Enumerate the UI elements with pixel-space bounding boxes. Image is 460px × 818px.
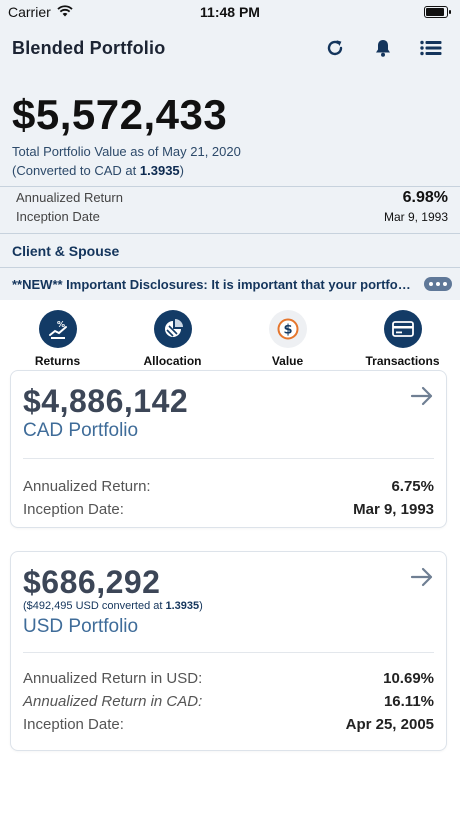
bell-icon[interactable]: [372, 37, 394, 59]
nav-allocation-label: Allocation: [143, 354, 202, 368]
status-left: Carrier: [8, 4, 73, 20]
annualized-return-row: Annualized Return 6.98%: [16, 189, 448, 209]
usd-note-rate: 1.3935: [165, 600, 200, 612]
cad-portfolio-card[interactable]: $4,886,142 CAD Portfolio Annualized Retu…: [10, 370, 447, 528]
usd-portfolio-amount: $686,292: [23, 564, 161, 600]
portfolio-summary-section: Blended Portfolio $5,572,433 Total Portf…: [0, 24, 460, 300]
credit-card-icon[interactable]: [383, 310, 422, 348]
nav-transactions-label: Transactions: [365, 354, 440, 368]
nav-transactions[interactable]: Transactions: [353, 310, 453, 374]
status-bar: Carrier 11:48 PM: [0, 0, 460, 24]
cad-card-top: $4,886,142 CAD Portfolio: [11, 371, 446, 442]
as-of-text: Total Portfolio Value as of May 21, 2020: [12, 144, 241, 159]
usd-return-usd-value: 10.69%: [383, 670, 434, 687]
battery-fill: [426, 8, 444, 16]
usd-return-usd-row: Annualized Return in USD: 10.69%: [11, 667, 446, 690]
carrier-label: Carrier: [8, 4, 51, 20]
cad-portfolio-amount: $4,886,142: [23, 383, 189, 419]
usd-inception-date-value: Apr 25, 2005: [345, 716, 434, 733]
usd-return-cad-label: Annualized Return in CAD:: [23, 693, 203, 710]
app-header: Blended Portfolio: [0, 24, 460, 72]
usd-return-cad-value: 16.11%: [383, 693, 434, 710]
battery-icon: [424, 6, 451, 18]
converted-prefix: (Converted to CAD at: [12, 163, 140, 178]
usd-portfolio-card[interactable]: $686,292 ($492,495 USD converted at 1.39…: [10, 551, 447, 751]
portfolio-hero: $5,572,433 Total Portfolio Value as of M…: [0, 72, 460, 180]
wifi-icon: [57, 4, 73, 20]
header-actions: [324, 37, 448, 59]
cad-inception-date-value: Mar 9, 1993: [353, 501, 434, 518]
nav-value-label: Value: [271, 354, 304, 368]
usd-portfolio-title: USD Portfolio: [23, 616, 139, 637]
cad-inception-date-row: Inception Date: Mar 9, 1993: [11, 498, 446, 521]
annualized-return-value: 6.98%: [402, 189, 448, 206]
nav-returns-label: Returns: [34, 354, 81, 368]
cad-annualized-return-row: Annualized Return: 6.75%: [11, 475, 446, 498]
total-portfolio-value: $5,572,433: [12, 91, 228, 138]
inception-date-value: Mar 9, 1993: [383, 210, 448, 224]
nav-returns[interactable]: % Returns: [8, 310, 108, 374]
dollar-coin-icon[interactable]: $: [268, 310, 307, 348]
usd-note-suffix: ): [199, 600, 203, 612]
arrow-right-icon[interactable]: [410, 385, 434, 412]
annualized-return-label: Annualized Return: [16, 190, 123, 205]
cad-inception-date-label: Inception Date:: [23, 501, 124, 518]
cad-portfolio-title: CAD Portfolio: [23, 420, 139, 441]
converted-note: (Converted to CAD at 1.3935): [12, 161, 448, 180]
allocation-pie-icon[interactable]: [153, 310, 192, 348]
usd-inception-date-row: Inception Date: Apr 25, 2005: [11, 713, 446, 736]
cad-card-divider: [23, 458, 434, 459]
usd-card-top: $686,292 ($492,495 USD converted at 1.39…: [11, 552, 446, 638]
usd-inception-date-label: Inception Date:: [23, 716, 124, 733]
usd-return-cad-row: Annualized Return in CAD: 16.11%: [11, 690, 446, 713]
returns-icon[interactable]: %: [38, 310, 77, 348]
usd-card-divider: [23, 652, 434, 653]
converted-suffix: ): [179, 163, 184, 178]
page-title: Blended Portfolio: [12, 37, 166, 58]
usd-conversion-note: ($492,495 USD converted at 1.3935): [23, 600, 434, 612]
quick-nav: % Returns Allocation $ Value Transaction…: [0, 300, 460, 374]
usd-return-usd-label: Annualized Return in USD:: [23, 670, 203, 687]
arrow-right-icon[interactable]: [410, 566, 434, 593]
more-dots-icon[interactable]: [424, 277, 452, 291]
inception-date-label: Inception Date: [16, 209, 100, 224]
cad-annualized-return-value: 6.75%: [391, 478, 434, 495]
nav-allocation[interactable]: Allocation: [123, 310, 223, 374]
converted-rate: 1.3935: [139, 163, 180, 178]
disclosure-text[interactable]: **NEW** Important Disclosures: It is imp…: [12, 276, 412, 292]
refresh-icon[interactable]: [324, 37, 346, 59]
disclosure-banner[interactable]: **NEW** Important Disclosures: It is imp…: [0, 268, 460, 300]
menu-list-icon[interactable]: [420, 37, 442, 59]
cad-annualized-return-label: Annualized Return:: [23, 478, 151, 495]
inception-date-row: Inception Date Mar 9, 1993: [16, 209, 448, 229]
svg-text:%: %: [57, 320, 65, 329]
nav-value[interactable]: $ Value: [238, 310, 338, 374]
usd-note-prefix: ($492,495 USD converted at: [23, 600, 166, 612]
svg-text:$: $: [283, 323, 292, 338]
client-selector[interactable]: Client & Spouse: [0, 234, 460, 268]
summary-returns-box: Annualized Return 6.98% Inception Date M…: [0, 186, 460, 234]
